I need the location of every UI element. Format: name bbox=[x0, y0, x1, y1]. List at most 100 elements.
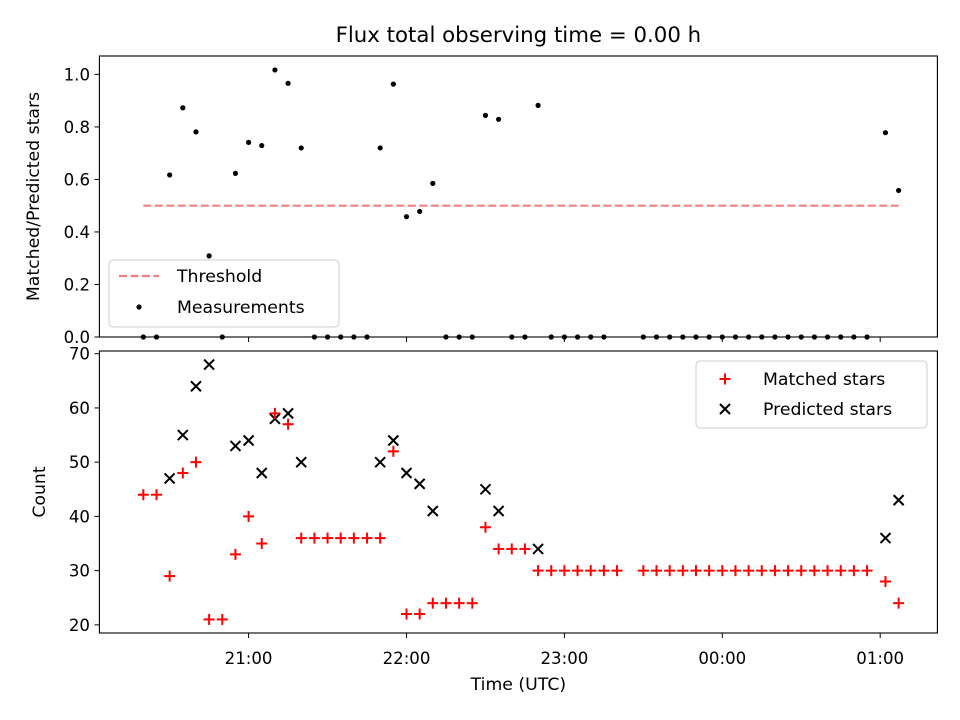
matched-stars-point bbox=[440, 597, 452, 609]
chart-title: Flux total observing time = 0.00 h bbox=[336, 23, 702, 48]
predicted-stars-point bbox=[229, 440, 242, 452]
predicted-stars-point-b bbox=[532, 543, 544, 555]
matched-legend-marker bbox=[719, 373, 731, 385]
predicted-stars-legend-swatch bbox=[719, 403, 731, 415]
predicted-stars-point-b bbox=[413, 478, 426, 490]
matched-stars-point bbox=[532, 565, 544, 577]
predicted-stars-point bbox=[879, 532, 892, 544]
matched-stars-point bbox=[598, 565, 610, 577]
measurement-point bbox=[390, 81, 396, 87]
matched-stars-point bbox=[716, 565, 728, 577]
predicted-legend-marker bbox=[719, 403, 731, 415]
x-tick-label: 23:00 bbox=[540, 649, 588, 668]
bottom-legend-box bbox=[695, 360, 928, 429]
predicted-stars-point bbox=[190, 380, 202, 392]
predicted-stars-legend-label: Predicted stars bbox=[763, 400, 892, 420]
matched-stars-point bbox=[335, 532, 347, 544]
predicted-stars-point bbox=[295, 456, 307, 468]
x-axis-label: Time (UTC) bbox=[470, 675, 567, 695]
matched-stars-point bbox=[822, 565, 834, 577]
predicted-stars-point-b bbox=[242, 434, 255, 447]
top-y-tick-label: 1.0 bbox=[64, 65, 90, 84]
measurement-point bbox=[193, 129, 199, 135]
matched-stars-point bbox=[690, 565, 702, 577]
matched-stars-point bbox=[322, 532, 334, 544]
predicted-stars-point-b bbox=[295, 456, 307, 468]
matched-stars-point bbox=[848, 565, 860, 577]
top-y-ticks: 0.0 0.2 0.4 0.6 0.8 1.0 bbox=[64, 65, 100, 347]
bottom-x-ticks: 21:00 22:00 23:00 00:00 01:00 bbox=[225, 633, 904, 668]
bottom-y-axis-label: Count bbox=[30, 466, 50, 518]
predicted-stars-point bbox=[479, 483, 492, 495]
matched-stars-point bbox=[651, 565, 663, 577]
predicted-stars-point-b bbox=[256, 467, 268, 479]
matched-stars-point bbox=[203, 613, 215, 625]
matched-stars-legend-label: Matched stars bbox=[763, 370, 885, 390]
predicted-stars-point bbox=[163, 472, 176, 485]
matched-stars-point bbox=[256, 538, 268, 550]
predicted-stars-point-b bbox=[879, 532, 892, 544]
matched-stars-point bbox=[756, 565, 768, 577]
predicted-stars-point bbox=[532, 543, 544, 555]
matched-stars-point bbox=[177, 467, 189, 479]
measurement-point bbox=[206, 253, 212, 259]
matched-stars-point bbox=[216, 613, 228, 625]
matched-stars-point bbox=[558, 565, 570, 577]
x-tick-label: 21:00 bbox=[225, 649, 273, 668]
matched-stars-point bbox=[150, 489, 162, 501]
predicted-stars-point-b bbox=[229, 440, 242, 452]
matched-stars-point bbox=[229, 548, 241, 560]
measurements-legend-swatch bbox=[136, 304, 142, 310]
matched-stars-point bbox=[729, 565, 741, 577]
predicted-stars-point bbox=[282, 407, 294, 420]
matched-stars-point bbox=[493, 543, 505, 555]
bottom-y-ticks: 20 30 40 50 60 70 bbox=[69, 345, 100, 635]
matched-stars-point bbox=[879, 575, 891, 587]
predicted-stars-point-b bbox=[203, 358, 215, 371]
matched-stars-point bbox=[835, 565, 847, 577]
matched-stars-point bbox=[164, 570, 176, 582]
x-tick-label: 01:00 bbox=[856, 649, 904, 668]
measurement-point bbox=[882, 130, 889, 136]
matched-stars-point bbox=[808, 565, 820, 577]
matched-stars-point bbox=[795, 565, 807, 577]
bottom-y-tick-label: 70 bbox=[69, 345, 90, 364]
matched-stars-point bbox=[243, 510, 255, 522]
matched-stars-legend-swatch bbox=[719, 373, 731, 385]
predicted-stars-point-b bbox=[400, 467, 413, 479]
measurement-point bbox=[259, 142, 265, 149]
matched-stars-point bbox=[506, 543, 518, 555]
matched-stars-point bbox=[861, 565, 873, 577]
matched-stars-point bbox=[308, 532, 320, 544]
predicted-stars-point-b bbox=[492, 505, 505, 517]
measurement-point bbox=[430, 180, 436, 186]
matched-stars-point bbox=[137, 489, 149, 501]
measurement-point bbox=[377, 145, 383, 151]
measurement-point bbox=[167, 172, 173, 178]
x-tick-label: 22:00 bbox=[383, 649, 431, 668]
matched-stars-point bbox=[677, 565, 689, 577]
matched-stars-point bbox=[585, 565, 597, 577]
predicted-stars-point-b bbox=[190, 380, 202, 392]
matched-stars-point bbox=[664, 565, 676, 577]
bottom-y-tick-label: 60 bbox=[69, 399, 90, 418]
bottom-marks bbox=[137, 358, 905, 625]
matched-stars-point bbox=[414, 608, 426, 620]
predicted-stars-point bbox=[427, 505, 439, 517]
measurement-point bbox=[180, 105, 186, 111]
matched-stars-point bbox=[453, 597, 465, 609]
predicted-stars-point-b bbox=[892, 494, 905, 506]
bottom-axes-frame bbox=[98, 350, 938, 634]
predicted-stars-point bbox=[374, 456, 386, 468]
matched-stars-point bbox=[282, 418, 294, 430]
measurement-point bbox=[298, 145, 304, 151]
predicted-stars-point-b bbox=[479, 483, 492, 495]
predicted-stars-point bbox=[892, 494, 905, 506]
predicted-stars-point bbox=[256, 467, 268, 479]
measurement-point bbox=[535, 102, 541, 108]
matched-stars-point bbox=[572, 565, 584, 577]
matched-stars-point bbox=[427, 597, 439, 609]
predicted-stars-point-b bbox=[374, 456, 386, 468]
